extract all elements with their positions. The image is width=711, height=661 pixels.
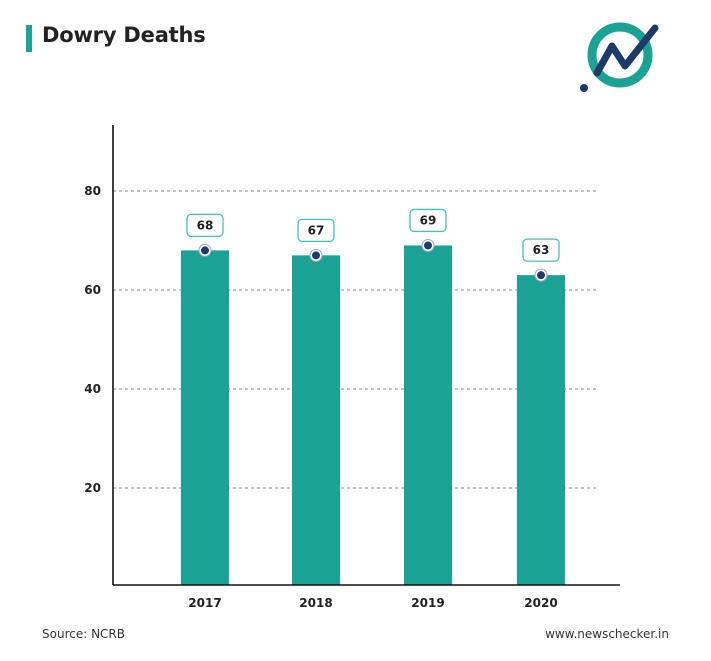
data-point-marker (312, 251, 320, 260)
data-point-marker (537, 271, 545, 280)
bar (404, 245, 452, 585)
title-accent-bar (26, 25, 32, 52)
data-label-box (297, 218, 335, 243)
y-tick-label: 80 (84, 184, 101, 198)
data-point-marker (424, 241, 432, 250)
y-tick-label: 40 (84, 382, 101, 396)
x-tick-label: 2020 (524, 596, 557, 610)
y-tick-label: 20 (84, 481, 101, 495)
y-tick-label: 60 (84, 283, 101, 297)
data-label: 68 (197, 218, 214, 232)
x-tick-label: 2017 (188, 596, 221, 610)
chart-title: Dowry Deaths (42, 23, 206, 47)
data-label: 63 (533, 243, 550, 257)
data-label-box (522, 238, 560, 262)
website-link[interactable]: www.newschecker.in (545, 627, 669, 641)
data-label-box (409, 208, 447, 233)
newschecker-logo (580, 22, 659, 92)
data-label: 69 (420, 213, 437, 227)
x-tick-label: 2019 (411, 596, 444, 610)
source-note: Source: NCRB (42, 627, 125, 641)
bar (292, 255, 340, 585)
data-label-box (186, 213, 224, 238)
x-tick-label: 2018 (299, 596, 332, 610)
data-point-marker (201, 246, 209, 255)
bar (517, 275, 565, 585)
data-label: 67 (308, 223, 325, 237)
bar (181, 250, 229, 585)
